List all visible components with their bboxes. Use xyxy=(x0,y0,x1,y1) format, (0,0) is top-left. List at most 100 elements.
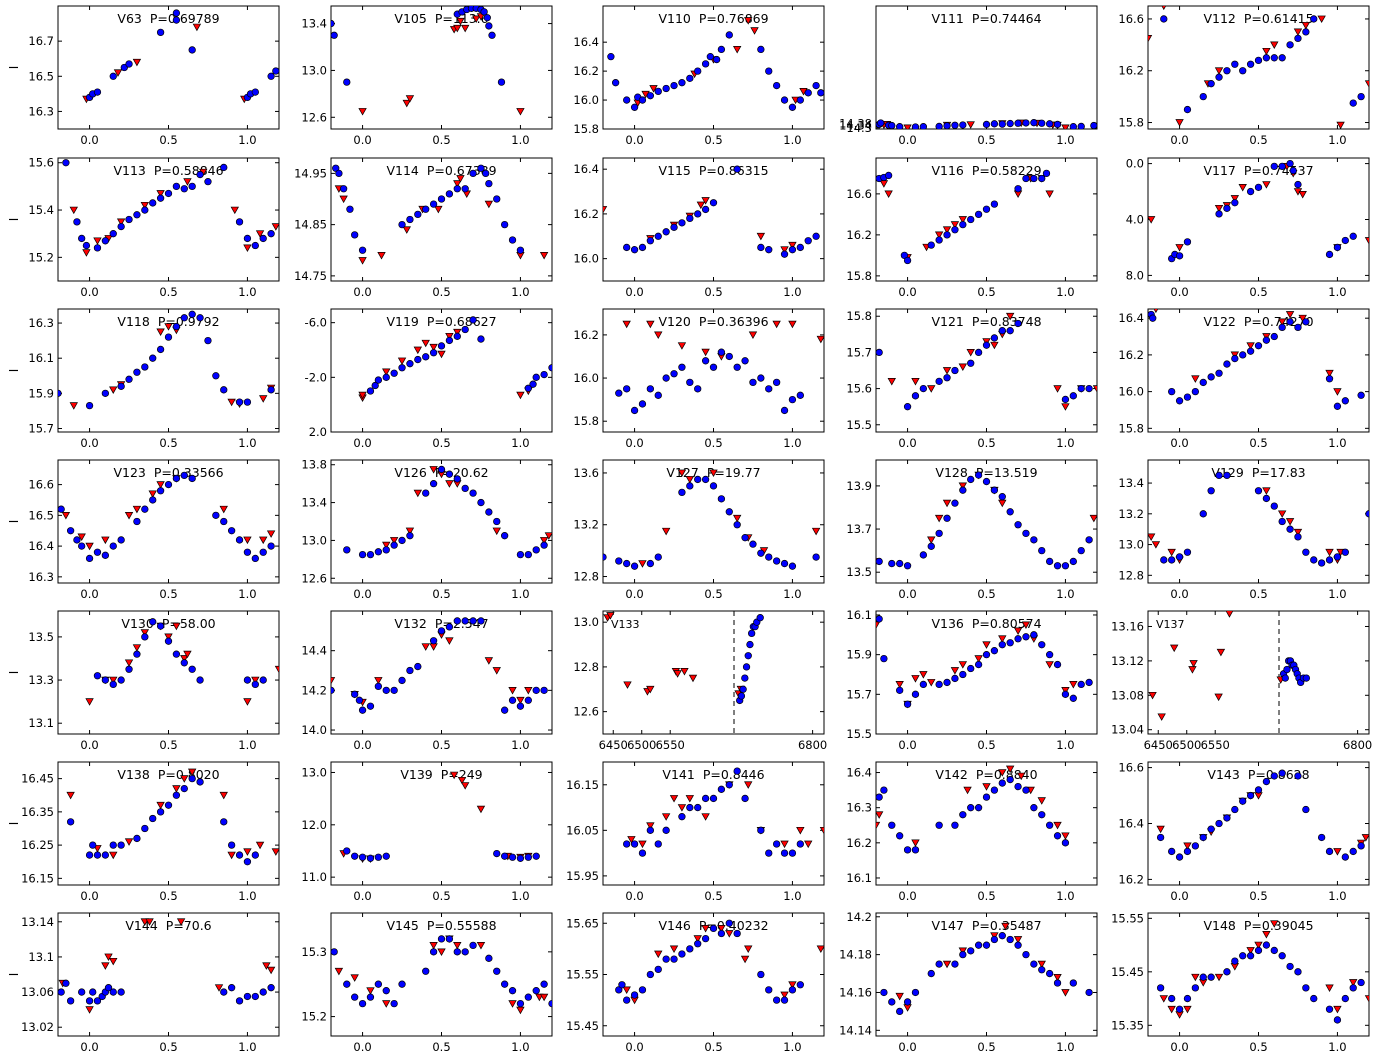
circle-point xyxy=(903,256,912,265)
data-points xyxy=(615,919,824,1005)
triangle-point xyxy=(638,840,647,849)
circle-point xyxy=(235,218,244,226)
triangle-point xyxy=(405,95,415,103)
y-tick-label: 13.9 xyxy=(846,479,872,493)
circle-point xyxy=(1294,968,1302,976)
data-points xyxy=(58,310,276,410)
circle-point xyxy=(133,211,141,219)
y-tick-label: 11.0 xyxy=(301,870,327,884)
circle-point xyxy=(141,824,149,833)
circle-point xyxy=(180,471,188,480)
triangle-point xyxy=(366,987,375,995)
circle-point xyxy=(267,386,275,394)
triangle-point xyxy=(1214,67,1224,75)
circle-point xyxy=(804,237,812,245)
circle-point xyxy=(477,617,485,625)
y-tick-label: 16.6 xyxy=(1118,12,1144,26)
x-tick-label: 0.0 xyxy=(898,285,916,299)
circle-point xyxy=(630,562,639,570)
star-id: V118 xyxy=(117,314,149,329)
circle-point xyxy=(741,674,749,682)
circle-point xyxy=(1207,487,1215,495)
triangle-point xyxy=(788,241,797,250)
y-tick-label: 16.2 xyxy=(846,836,872,850)
panel-frame xyxy=(330,459,553,584)
triangle-point xyxy=(1262,931,1271,939)
triangle-point xyxy=(164,323,173,331)
circle-point xyxy=(1030,631,1038,639)
circle-point xyxy=(358,853,367,861)
triangle-point xyxy=(456,175,465,183)
y-tick-label: 15.6 xyxy=(28,156,54,170)
circle-point xyxy=(532,546,540,554)
x-tick-label: 0.5 xyxy=(977,1040,995,1054)
panel-frame xyxy=(875,157,1098,282)
circle-point xyxy=(243,398,252,406)
circle-point xyxy=(733,929,741,938)
circle-point xyxy=(172,9,181,17)
circle-point xyxy=(1156,833,1165,842)
circle-point xyxy=(780,559,789,568)
period-label: P=0.74537 xyxy=(1244,163,1314,178)
triangle-point xyxy=(649,85,658,93)
y-axis-label: I xyxy=(7,520,21,524)
y-tick-label: 13.3 xyxy=(28,673,54,687)
triangle-point xyxy=(1148,35,1153,43)
circle-point xyxy=(243,676,252,684)
circle-point xyxy=(117,988,125,996)
panel-frame xyxy=(1147,610,1370,735)
circle-point xyxy=(516,854,525,862)
circle-point xyxy=(125,215,133,224)
x-tick-label: 6550 xyxy=(656,738,685,752)
circle-point xyxy=(532,987,540,995)
circle-point xyxy=(540,541,548,549)
circle-point xyxy=(343,78,351,86)
triangle-point xyxy=(1246,947,1255,955)
circle-point xyxy=(951,960,959,968)
panel-v136: V136 P=0.80574 0.0 0.5 1.0 15.5 15.7 15.9 16.1 xyxy=(846,608,1098,752)
triangle-point xyxy=(1325,548,1334,557)
triangle-point xyxy=(744,17,753,25)
circle-point xyxy=(516,702,525,710)
data-points xyxy=(876,765,1070,854)
circle-point xyxy=(1199,833,1207,842)
x-tick-label: 0.0 xyxy=(898,587,916,601)
circle-point xyxy=(251,554,259,563)
triangle-point xyxy=(876,821,881,830)
y-tick-label: 14.3 xyxy=(846,121,872,135)
period-label: P=0.80574 xyxy=(972,616,1042,631)
circle-point xyxy=(445,935,454,943)
panel-title: V148 P=0.39045 xyxy=(1203,918,1313,933)
triangle-point xyxy=(1013,627,1023,635)
triangle-point xyxy=(1225,611,1234,618)
data-points xyxy=(331,935,552,1015)
triangle-point xyxy=(429,343,438,352)
triangle-point xyxy=(1189,660,1198,668)
data-points xyxy=(332,164,549,265)
triangle-point xyxy=(460,782,470,790)
y-tick-label: 16.4 xyxy=(846,766,872,780)
circle-point xyxy=(1262,336,1271,344)
panel-v145: V145 P=0.55588 0.0 0.5 1.0 15.2 15.3 xyxy=(301,912,553,1054)
circle-point xyxy=(1281,674,1289,682)
x-tick-label: 0.0 xyxy=(353,587,371,601)
circle-point xyxy=(1183,393,1192,401)
circle-point xyxy=(429,200,438,208)
triangle-point xyxy=(1013,936,1023,944)
triangle-point xyxy=(1183,842,1192,850)
circle-point xyxy=(382,852,390,860)
x-tick-label: 0.5 xyxy=(977,285,995,299)
star-id: V115 xyxy=(658,163,690,178)
x-tick-label: 1.0 xyxy=(1328,436,1346,450)
circle-point xyxy=(709,363,718,371)
circle-point xyxy=(339,185,348,193)
circle-point xyxy=(437,627,446,635)
circle-point xyxy=(1294,323,1302,332)
circle-point xyxy=(706,52,714,61)
triangle-point xyxy=(266,966,276,975)
x-tick-label: 0.5 xyxy=(159,285,177,299)
circle-point xyxy=(414,210,422,219)
circle-point xyxy=(267,542,275,550)
